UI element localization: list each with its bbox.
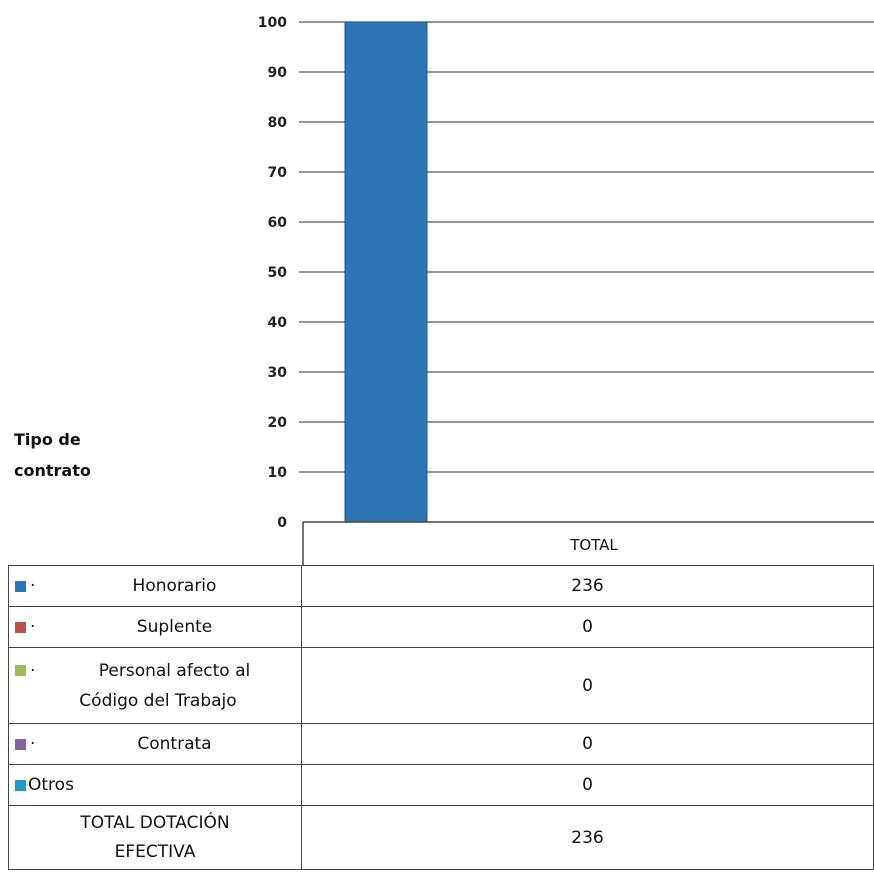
legend-swatch-honorario xyxy=(15,580,26,592)
bullet: · xyxy=(30,660,36,681)
bar-chart: 0 10 20 30 40 50 60 70 80 90 100 TOTAL xyxy=(258,15,874,565)
row-label-cell: Otros xyxy=(8,764,302,806)
y-tick-label-60: 60 xyxy=(268,215,288,231)
table-row-contrata: · Contrata 0 xyxy=(8,723,874,765)
row-value: 236 xyxy=(301,565,874,607)
y-tick-label-100: 100 xyxy=(258,15,287,31)
y-axis-ticks: 0 10 20 30 40 50 60 70 80 90 100 xyxy=(258,15,287,531)
row-value: 0 xyxy=(301,723,874,765)
table-row-codigo-trabajo: · Personal afecto al Código del Trabajo … xyxy=(8,647,874,724)
row-label: Contrata xyxy=(137,734,212,754)
legend-swatch-codigo-trabajo xyxy=(15,665,26,676)
y-tick-label-50: 50 xyxy=(268,265,288,281)
row-label-cell: · Honorario xyxy=(8,565,302,607)
row-label-cell: · Personal afecto al Código del Trabajo xyxy=(8,647,302,724)
row-label-cell: · Contrata xyxy=(8,723,302,765)
row-label-cell: · Suplente xyxy=(8,606,302,648)
y-tick-label-30: 30 xyxy=(268,365,288,381)
y-tick-label-0: 0 xyxy=(277,515,287,531)
row-label-line2: Código del Trabajo xyxy=(79,690,237,711)
category-label-total: TOTAL xyxy=(569,536,618,554)
y-tick-label-20: 20 xyxy=(268,415,288,431)
table-row-suplente: · Suplente 0 xyxy=(8,606,874,648)
y-tick-label-70: 70 xyxy=(268,165,288,181)
total-value: 236 xyxy=(301,805,874,870)
data-table: · Honorario 236 · Suplente 0 · P xyxy=(8,565,874,870)
total-label-line2: EFECTIVA xyxy=(114,841,196,862)
bullet: · xyxy=(30,734,36,754)
row-label: Personal afecto al xyxy=(98,660,251,681)
table-row-honorario: · Honorario 236 xyxy=(8,565,874,607)
row-label: Suplente xyxy=(136,617,213,637)
bars xyxy=(344,21,428,523)
bar-honorario xyxy=(344,21,428,523)
row-value: 0 xyxy=(301,647,874,724)
row-label: Otros xyxy=(28,775,74,795)
legend-swatch-otros xyxy=(15,779,26,791)
row-value: 0 xyxy=(301,606,874,648)
total-label-cell: TOTAL DOTACIÓN EFECTIVA xyxy=(8,805,302,870)
y-tick-label-10: 10 xyxy=(268,465,288,481)
y-tick-label-40: 40 xyxy=(268,315,288,331)
table-row-otros: Otros 0 xyxy=(8,764,874,806)
axis-title: Tipo de contrato xyxy=(14,430,91,480)
row-label: Honorario xyxy=(132,576,217,596)
table-row-total: TOTAL DOTACIÓN EFECTIVA 236 xyxy=(8,805,874,870)
y-tick-label-80: 80 xyxy=(268,115,288,131)
legend-swatch-contrata xyxy=(15,738,26,750)
legend-swatch-suplente xyxy=(15,621,26,633)
row-value: 0 xyxy=(301,764,874,806)
y-tick-label-90: 90 xyxy=(268,65,288,81)
total-label-line1: TOTAL DOTACIÓN xyxy=(80,812,230,833)
bullet: · xyxy=(30,617,36,637)
bullet: · xyxy=(30,576,36,596)
